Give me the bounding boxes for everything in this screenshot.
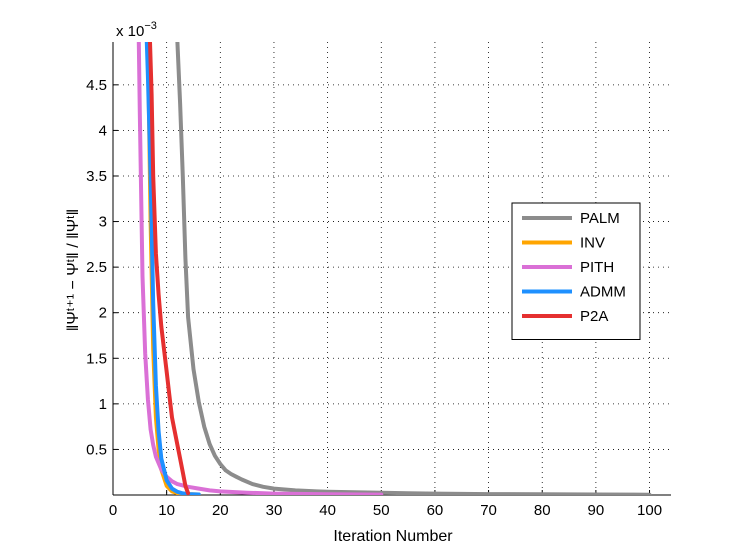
x-tick-label: 50 (373, 502, 390, 519)
x-tick-label: 90 (588, 502, 605, 519)
y-exponent-label: x 10−3 (116, 20, 157, 40)
legend-box (511, 202, 641, 340)
grid (113, 42, 671, 495)
y-exponent-power: −3 (144, 20, 157, 32)
y-tick-label: 4 (99, 122, 107, 139)
y-tick-label: 0.5 (86, 441, 107, 458)
x-tick-label: 70 (480, 502, 497, 519)
legend: PALM INV PITH ADMM P2A (511, 202, 641, 340)
x-tick-label: 30 (266, 502, 283, 519)
x-axis-label: Iteration Number (333, 528, 453, 545)
y-exponent-base: x 10 (116, 23, 144, 40)
legend-label-inv: INV (580, 235, 605, 252)
y-tick-label: 3.5 (86, 168, 107, 185)
x-tick-label: 60 (427, 502, 444, 519)
legend-label-admm: ADMM (580, 284, 626, 301)
series-line-palm (175, 42, 652, 495)
legend-label-pith: PITH (580, 259, 614, 276)
y-tick-label: 4.5 (86, 77, 107, 94)
tick-labels: 0 10 20 30 40 50 60 70 80 90 100 0.5 1 1.5 2 2.5 3 3.5 4 4.… (86, 77, 662, 519)
x-tick-label: 40 (319, 502, 336, 519)
x-tick-label: 10 (158, 502, 175, 519)
x-tick-label: 0 (109, 502, 117, 519)
series-line-pith (136, 42, 384, 495)
y-tick-label: 2 (99, 305, 107, 322)
series-lines (136, 42, 652, 495)
y-tick-label: 2.5 (86, 259, 107, 276)
legend-label-palm: PALM (580, 210, 620, 227)
y-tick-label: 1.5 (86, 350, 107, 367)
y-tick-label: 1 (99, 396, 107, 413)
series-line-p2a (148, 42, 191, 495)
x-tick-label: 20 (212, 502, 229, 519)
legend-label-p2a: P2A (580, 308, 608, 325)
x-tick-label: 100 (637, 502, 662, 519)
y-tick-label: 3 (99, 214, 107, 231)
series-line-admm (144, 42, 201, 495)
y-axis-label: ‖Ψᵗ⁺¹ − Ψᵗ‖ / ‖Ψᵗ‖ (65, 209, 82, 331)
x-tick-label: 80 (534, 502, 551, 519)
